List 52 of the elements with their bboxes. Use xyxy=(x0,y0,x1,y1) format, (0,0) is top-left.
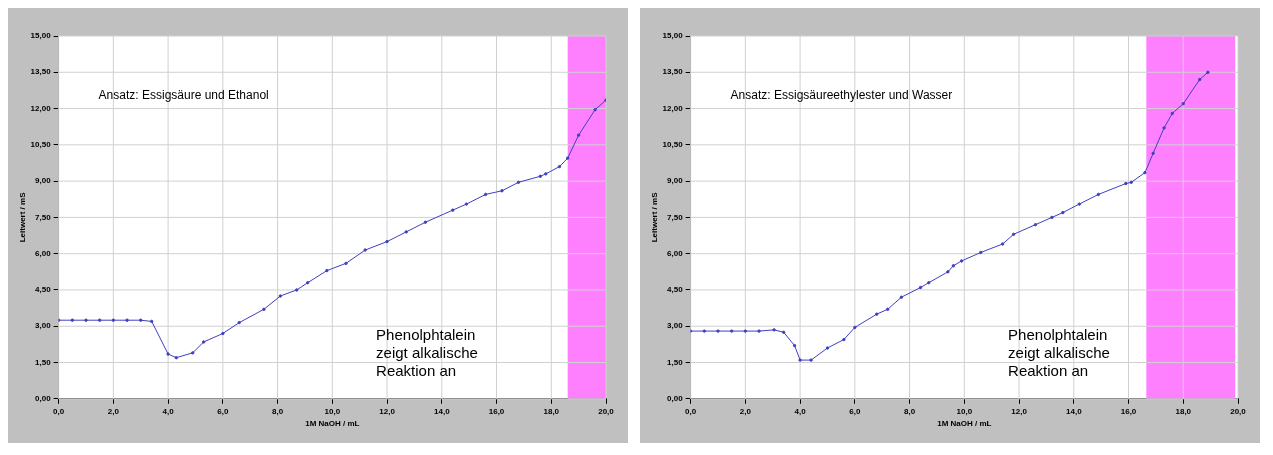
x-tick-label: 0,0 xyxy=(685,406,697,416)
x-tick-label: 6,0 xyxy=(217,406,229,416)
y-tick-label: 12,00 xyxy=(30,103,52,113)
x-tick-label: 14,0 xyxy=(1066,406,1083,416)
y-tick-label: 3,00 xyxy=(35,321,52,331)
annotation: Ansatz: Essigsäureethylester und Wasser xyxy=(730,88,953,103)
x-tick-label: 16,0 xyxy=(488,406,505,416)
x-tick-label: 6,0 xyxy=(849,406,861,416)
y-tick-label: 9,00 xyxy=(667,176,684,186)
y-tick-label: 4,50 xyxy=(35,285,52,295)
x-axis-title: 1M NaOH / mL xyxy=(937,419,992,429)
y-tick-label: 3,00 xyxy=(667,321,684,331)
x-tick-label: 8,0 xyxy=(904,406,916,416)
y-tick-label: 15,00 xyxy=(30,31,52,41)
x-tick-label: 14,0 xyxy=(434,406,451,416)
annotation: Phenolphtalein zeigt alkalische Reaktion an xyxy=(376,326,478,380)
y-tick-label: 0,00 xyxy=(667,394,684,403)
x-tick-label: 2,0 xyxy=(739,406,752,416)
y-tick-label: 13,50 xyxy=(30,67,52,77)
x-tick-label: 18,0 xyxy=(543,406,560,416)
annotation: Phenolphtalein zeigt alkalische Reaktion an xyxy=(1008,326,1110,380)
x-tick-label: 18,0 xyxy=(1175,406,1192,416)
y-tick-label: 12,00 xyxy=(662,103,684,113)
x-tick-label: 12,0 xyxy=(379,406,396,416)
y-tick-label: 7,50 xyxy=(35,212,52,222)
y-tick-label: 15,00 xyxy=(662,31,684,41)
x-tick-label: 12,0 xyxy=(1011,406,1028,416)
y-tick-label: 10,50 xyxy=(30,140,52,150)
y-tick-label: 6,00 xyxy=(667,248,684,258)
y-axis-title: Leitwert / mS xyxy=(650,191,659,243)
y-tick-label: 4,50 xyxy=(667,285,684,295)
x-tick-label: 2,0 xyxy=(107,406,120,416)
y-tick-label: 9,00 xyxy=(35,176,52,186)
y-tick-label: 13,50 xyxy=(662,67,684,77)
x-tick-label: 4,0 xyxy=(162,406,175,416)
y-tick-label: 1,50 xyxy=(35,357,52,367)
x-tick-label: 16,0 xyxy=(1120,406,1137,416)
x-tick-label: 4,0 xyxy=(794,406,807,416)
x-tick-label: 10,0 xyxy=(324,406,341,416)
annotation: Ansatz: Essigsäure und Ethanol xyxy=(98,88,269,103)
y-tick-label: 0,00 xyxy=(35,394,52,403)
x-axis-title: 1M NaOH / mL xyxy=(305,419,360,429)
y-tick-label: 6,00 xyxy=(35,248,52,258)
x-tick-label: 20,0 xyxy=(1230,406,1247,416)
y-axis-title: Leitwert / mS xyxy=(18,191,27,243)
x-tick-label: 8,0 xyxy=(272,406,284,416)
x-tick-label: 20,0 xyxy=(598,406,615,416)
y-tick-label: 10,50 xyxy=(662,140,684,150)
y-tick-label: 7,50 xyxy=(667,212,684,222)
y-tick-label: 1,50 xyxy=(667,357,684,367)
x-tick-label: 10,0 xyxy=(956,406,973,416)
x-tick-label: 0,0 xyxy=(53,406,65,416)
